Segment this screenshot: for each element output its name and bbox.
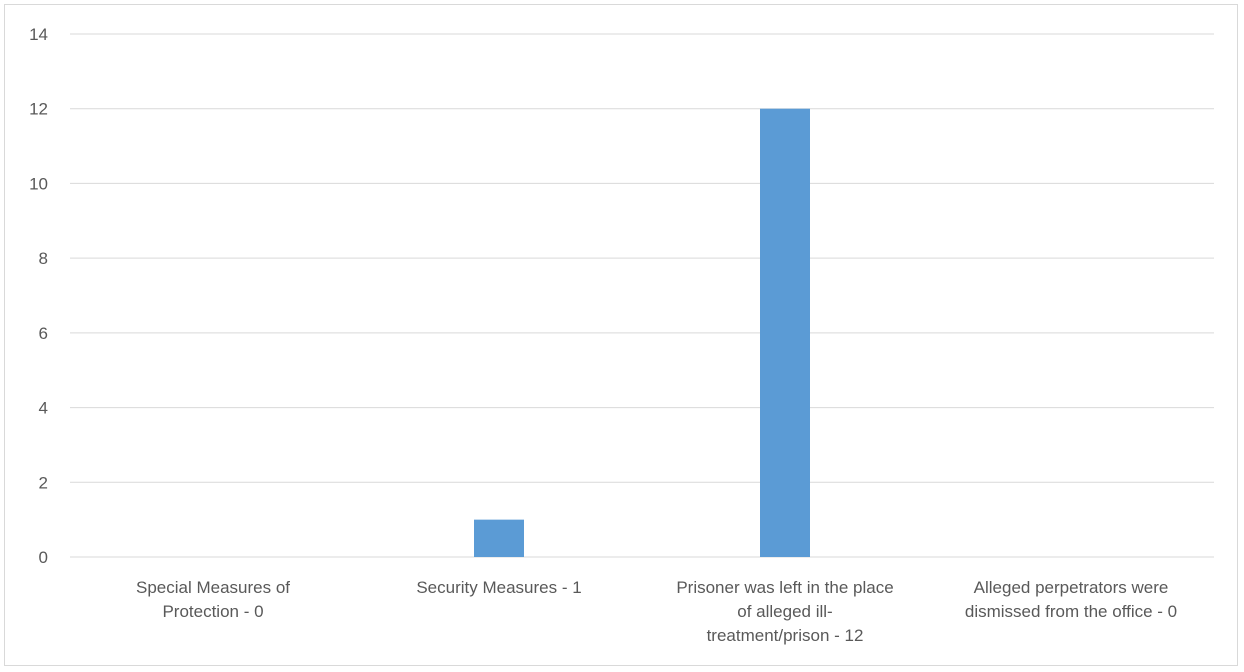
x-category-label-line: Protection - 0 (162, 602, 263, 621)
bar (760, 108, 810, 557)
y-tick-label: 8 (39, 249, 48, 268)
bar (474, 519, 524, 557)
y-tick-label: 0 (39, 548, 48, 567)
x-category-label-line: Alleged perpetrators were (974, 578, 1169, 597)
y-tick-label: 4 (39, 399, 48, 418)
x-axis-labels: Special Measures of Protection - 0 Securit… (136, 578, 1177, 645)
y-tick-label: 2 (39, 473, 48, 492)
x-category-label-line: Security Measures - 1 (416, 578, 581, 597)
y-axis-ticks: 0 2 4 6 8 10 12 14 (29, 25, 48, 567)
x-category-label: Security Measures - 1 (416, 578, 581, 597)
x-category-label: Prisoner was left in the place of alleged… (676, 578, 893, 645)
x-category-label: Alleged perpetrators were dismissed from … (965, 578, 1177, 621)
x-category-label-line: dismissed from the office - 0 (965, 602, 1177, 621)
gridlines (70, 33, 1214, 558)
y-tick-label: 12 (29, 100, 48, 119)
chart-frame (4, 4, 1238, 666)
x-category-label-line: Prisoner was left in the place (676, 578, 893, 597)
x-category-label-line: Special Measures of (136, 578, 290, 597)
x-category-label-line: of alleged ill- (737, 602, 832, 621)
bars (474, 108, 810, 557)
y-tick-label: 6 (39, 324, 48, 343)
x-category-label-line: treatment/prison - 12 (707, 626, 864, 645)
y-tick-label: 10 (29, 174, 48, 193)
x-category-label: Special Measures of Protection - 0 (136, 578, 290, 621)
y-tick-label: 14 (29, 25, 48, 44)
